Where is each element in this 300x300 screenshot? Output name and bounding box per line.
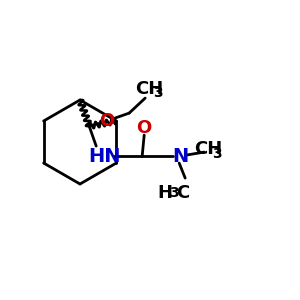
Text: O: O: [100, 112, 115, 130]
Text: CH: CH: [135, 80, 163, 98]
Text: C: C: [177, 184, 190, 202]
Text: N: N: [172, 147, 188, 166]
Text: O: O: [136, 119, 152, 137]
Text: 3: 3: [169, 186, 179, 200]
Text: 3: 3: [153, 86, 163, 100]
Text: H: H: [158, 184, 173, 202]
Text: CH: CH: [194, 140, 222, 158]
Text: HN: HN: [88, 147, 120, 166]
Text: 3: 3: [212, 147, 222, 161]
